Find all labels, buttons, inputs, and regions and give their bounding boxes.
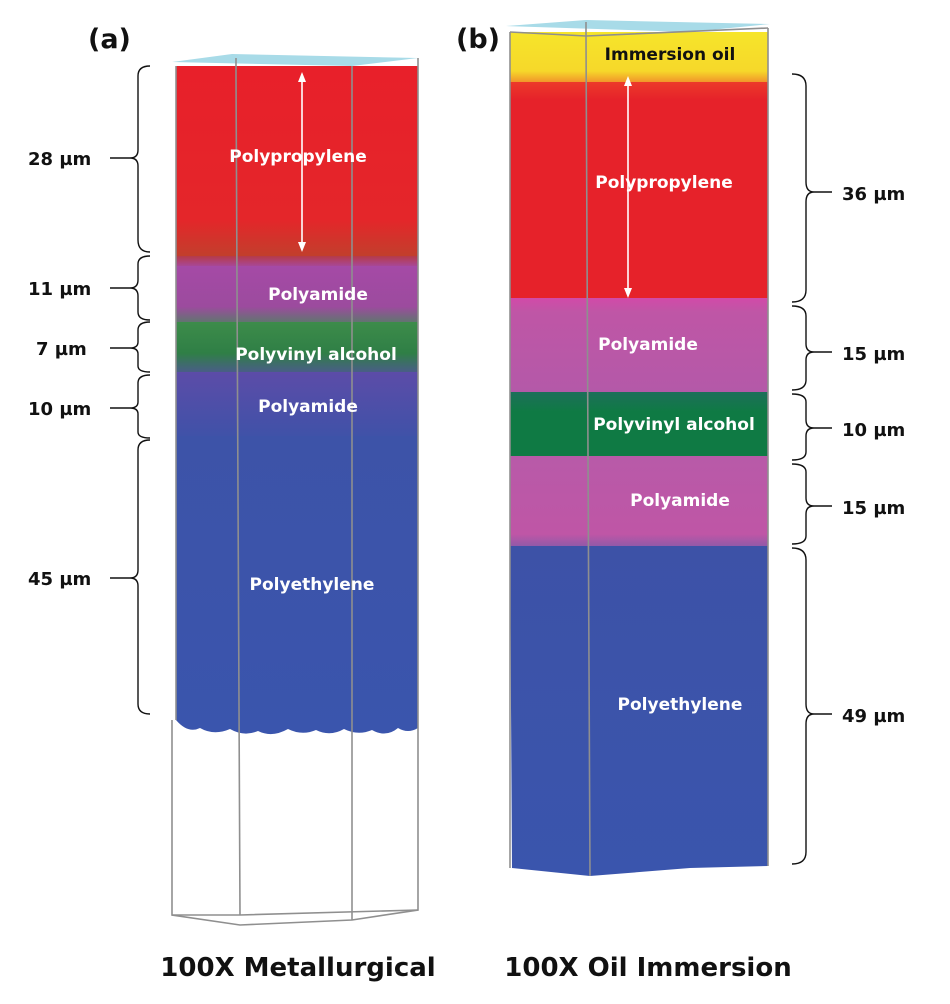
panel-b-dim-polyethylene: 49 µm [842,706,905,727]
panel-b-label-polypropylene: Polypropylene [595,173,733,193]
panel-a-dim-polyamide-2: 10 µm [28,399,91,420]
panel-b-layer-polyamide-2 [510,456,768,548]
panel-b-label-polyamide-1: Polyamide [598,335,698,355]
panel-a-layer-polyamide-1 [176,266,418,324]
panel-b-dim-polyamide-2: 15 µm [842,498,905,519]
panel-b-top-surface [506,20,770,32]
panel-b-layer-polypropylene [510,82,768,303]
panel-a-thickness-arrow [298,72,306,252]
panel-a-label-polyethylene: Polyethylene [250,575,375,595]
panel-b-label-polyethylene: Polyethylene [618,695,743,715]
panel-b-layer-polyamide-1 [510,298,768,392]
panel-a-layer-polypropylene [176,66,418,258]
panel-b-dim-polyamide-1: 15 µm [842,344,905,365]
panel-b-thickness-arrow [624,76,632,298]
panel-b-layer-polyvinyl-alcohol [510,392,768,458]
panel-b-label-immersion-oil: Immersion oil [605,45,736,65]
panel-b-label-polyamide-2: Polyamide [630,491,730,511]
panel-b-dim-polypropylene: 36 µm [842,184,905,205]
panel-b-column [506,20,770,877]
panel-b-label-polyvinyl-alcohol: Polyvinyl alcohol [593,415,755,435]
panel-b-layer-polyethylene [510,546,768,876]
panel-a-label-polypropylene: Polypropylene [229,147,367,167]
panel-a-dim-polypropylene: 28 µm [28,149,91,170]
panel-b-layer-immersion-oil [510,32,768,84]
panel-a-braces [110,65,151,715]
panel-b-dim-polyvinyl-alcohol: 10 µm [842,420,905,441]
panel-a-dim-polyethylene: 45 µm [28,569,91,590]
panel-a-label-polyamide-1: Polyamide [268,285,368,305]
panel-a-layer-polyethylene [176,436,418,735]
panel-a-label: (a) [88,24,131,55]
panel-b-label: (b) [456,24,500,55]
panel-a-dim-polyvinyl-alcohol: 7 µm [36,339,87,360]
panel-a-label-polyamide-2: Polyamide [258,397,358,417]
panel-a-top-surface [172,54,418,66]
panel-b-caption: 100X Oil Immersion [504,953,791,983]
panel-a-dim-polyamide-1: 11 µm [28,279,91,300]
panel-a-column [171,54,419,926]
panel-a-layer-polyamide-2 [176,372,418,438]
panel-a-layer-polyvinyl-alcohol [176,322,418,374]
panel-a-caption: 100X Metallurgical [160,953,435,983]
panel-a-label-polyvinyl-alcohol: Polyvinyl alcohol [235,345,397,365]
panel-b-braces [791,73,832,865]
